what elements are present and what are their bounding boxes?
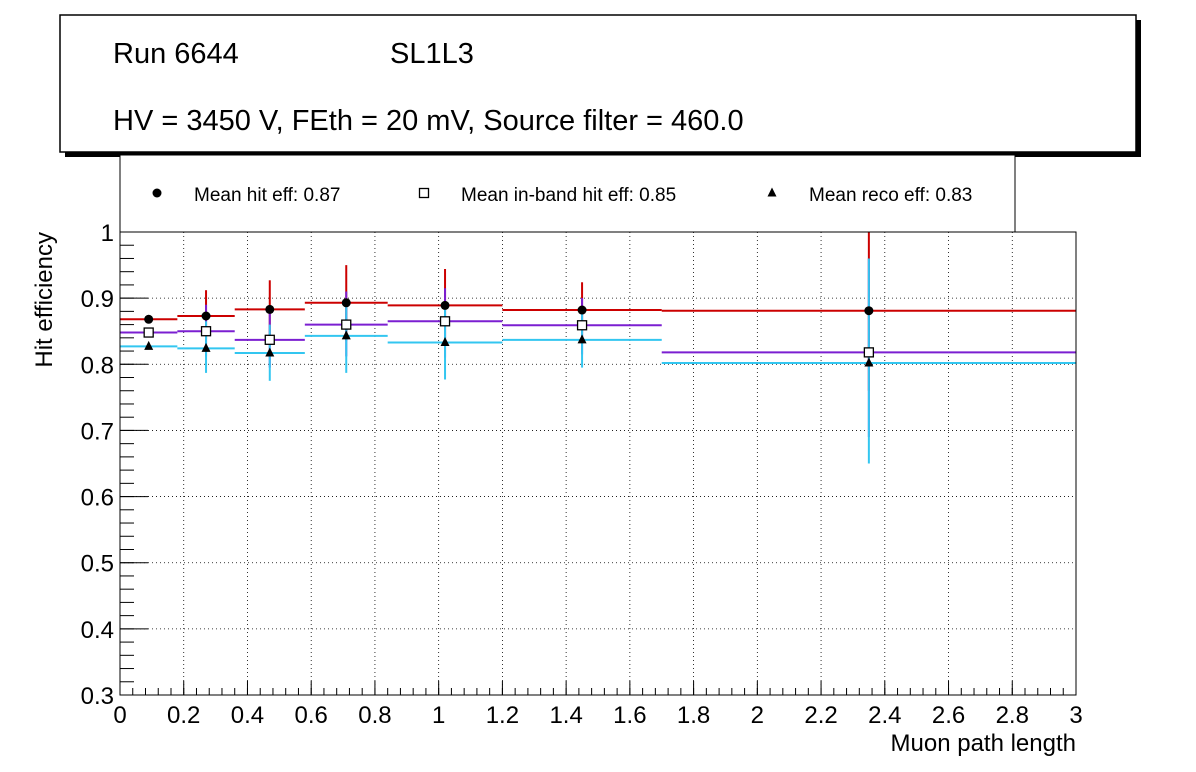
x-tick-label: 2.4	[868, 702, 901, 729]
y-tick-label: 0.8	[81, 352, 114, 379]
x-tick-label: 1.4	[549, 702, 582, 729]
series-group	[120, 258, 1076, 438]
data-point	[144, 340, 154, 350]
series-layer	[120, 232, 1076, 464]
x-tick-label: 1.8	[677, 702, 710, 729]
y-tick-label: 0.5	[81, 551, 114, 578]
data-point	[577, 334, 587, 344]
y-tick-label: 0.9	[81, 286, 114, 313]
x-tick-label: 1.2	[486, 702, 519, 729]
data-point	[264, 334, 275, 345]
title-box	[59, 14, 1137, 153]
x-tick-label: 2	[751, 702, 764, 729]
legend-marker	[418, 187, 430, 199]
x-axis-label: Muon path length	[891, 730, 1076, 757]
axes: 0 0.2 0.4 0.6 0.8 1 1.2 1.4 1.6 1.8 2 2.2 2.4 2.6 2.8 3…	[81, 220, 1083, 729]
grid	[120, 232, 1076, 695]
data-point	[440, 300, 450, 310]
legend-marker	[767, 187, 777, 197]
y-tick-label: 1	[101, 220, 114, 247]
data-point	[265, 304, 275, 314]
legend-label: Mean in-band hit eff: 0.85	[461, 185, 676, 206]
plot-frame	[119, 231, 1077, 696]
conditions-label: HV = 3450 V, FEth = 20 mV, Source filter…	[113, 105, 744, 137]
y-tick-label: 0.6	[81, 485, 114, 512]
x-tick-label: 0.2	[167, 702, 200, 729]
y-axis-label: Hit efficiency	[31, 232, 58, 368]
legend-label: Mean hit eff: 0.87	[194, 185, 340, 206]
data-point	[341, 330, 351, 340]
x-tick-label: 2.8	[996, 702, 1029, 729]
data-point	[576, 320, 588, 331]
data-point	[143, 327, 154, 338]
data-point	[341, 298, 351, 308]
x-tick-label: 1.6	[613, 702, 646, 729]
data-point	[439, 316, 451, 327]
data-point	[864, 357, 874, 367]
x-tick-label: 0.8	[358, 702, 391, 729]
legend: Mean hit eff: 0.87 Mean in-band hit eff: …	[152, 185, 972, 206]
legend-box	[119, 154, 1016, 233]
x-tick-label: 0	[113, 702, 126, 729]
data-point	[200, 326, 212, 337]
y-tick-label: 0.7	[81, 418, 114, 445]
x-tick-label: 2.2	[804, 702, 837, 729]
legend-marker	[152, 188, 162, 198]
series-group	[120, 258, 1076, 464]
data-point	[201, 342, 211, 352]
data-point	[201, 311, 211, 321]
x-tick-label: 0.6	[295, 702, 328, 729]
data-point	[341, 319, 352, 330]
data-point	[863, 347, 875, 358]
layer-label: SL1L3	[390, 38, 474, 70]
data-point	[265, 347, 275, 357]
data-point	[144, 314, 154, 324]
data-point	[440, 336, 450, 346]
legend-label: Mean reco eff: 0.83	[809, 185, 972, 206]
x-tick-label: 3	[1069, 702, 1082, 729]
x-tick-label: 1	[432, 702, 445, 729]
series-group	[120, 232, 1076, 391]
y-tick-label: 0.4	[81, 617, 114, 644]
y-tick-label: 0.3	[81, 683, 114, 710]
data-point	[577, 305, 587, 315]
data-point	[864, 306, 874, 316]
x-tick-label: 2.6	[932, 702, 965, 729]
x-tick-label: 0.4	[231, 702, 264, 729]
run-label: Run 6644	[113, 38, 239, 70]
